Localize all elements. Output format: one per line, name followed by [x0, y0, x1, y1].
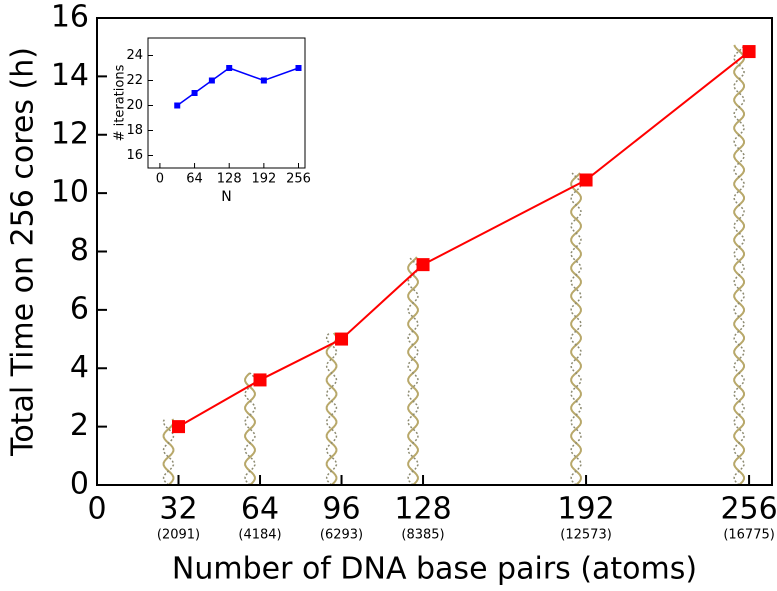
marker [226, 65, 233, 71]
plot-frame [147, 37, 306, 169]
y-tick-label: 14 [51, 58, 89, 93]
x-tick-sublabel: (16775) [723, 528, 775, 543]
marker [208, 77, 215, 84]
y-tick-label: 20 [126, 98, 143, 113]
x-tick-label: 64 [241, 492, 279, 527]
y-tick-label: 16 [126, 148, 143, 163]
marker [416, 258, 430, 272]
y-tick-label: 4 [70, 350, 89, 385]
x-tick-label: 256 [720, 492, 777, 527]
marker [260, 77, 267, 84]
marker [172, 420, 186, 434]
series-line [178, 50, 750, 428]
dna-helix [244, 372, 256, 486]
x-tick-sublabel: (8385) [401, 528, 444, 543]
marker [174, 102, 181, 109]
marker [295, 65, 302, 71]
x-tick-label: 192 [251, 172, 276, 187]
y-tick-label: 2 [70, 408, 89, 443]
y-tick-label: 22 [126, 73, 143, 88]
x-tick-label: 0 [156, 172, 164, 187]
y-axis-label: Total Time on 256 cores (h) [6, 47, 41, 457]
x-tick-label: 64 [186, 172, 203, 187]
x-tick-label: 128 [217, 172, 242, 187]
marker [335, 332, 349, 346]
y-tick-label: 6 [70, 291, 89, 326]
dna-helix [162, 418, 175, 486]
y-tick-label: 16 [51, 0, 89, 35]
dna-helix [244, 372, 256, 486]
y-tick-label: 10 [51, 175, 89, 210]
x-tick-sublabel: (6293) [320, 528, 363, 543]
x-tick-label: 128 [394, 492, 451, 527]
dna-helix [733, 44, 745, 486]
x-tick-label: 96 [322, 492, 360, 527]
x-tick-label: 256 [286, 172, 311, 187]
dna-helix [162, 418, 175, 486]
dna-helix [733, 44, 745, 486]
x-axis-label: N [221, 189, 231, 205]
x-axis-label: Number of DNA base pairs (atoms) [172, 552, 697, 587]
marker [191, 90, 198, 96]
x-tick-label: 192 [557, 492, 614, 527]
dna-helix [407, 256, 419, 486]
x-tick-sublabel: (2091) [157, 528, 200, 543]
y-tick-label: 18 [126, 123, 143, 138]
x-tick-sublabel: (12573) [560, 528, 612, 543]
marker [742, 45, 756, 59]
dna-helix [570, 172, 582, 486]
y-tick-label: 24 [126, 48, 143, 63]
x-tick-label: 32 [159, 492, 197, 527]
y-axis-label: # iterations [113, 64, 128, 141]
x-tick-sublabel: (4184) [238, 528, 281, 543]
y-tick-label: 12 [51, 116, 89, 151]
marker [253, 373, 267, 387]
marker [579, 173, 593, 187]
dna-helix [570, 172, 582, 486]
x-tick-label: 0 [87, 492, 106, 527]
dna-helix [325, 332, 338, 486]
y-tick-label: 0 [70, 467, 89, 502]
y-tick-label: 8 [70, 233, 89, 268]
